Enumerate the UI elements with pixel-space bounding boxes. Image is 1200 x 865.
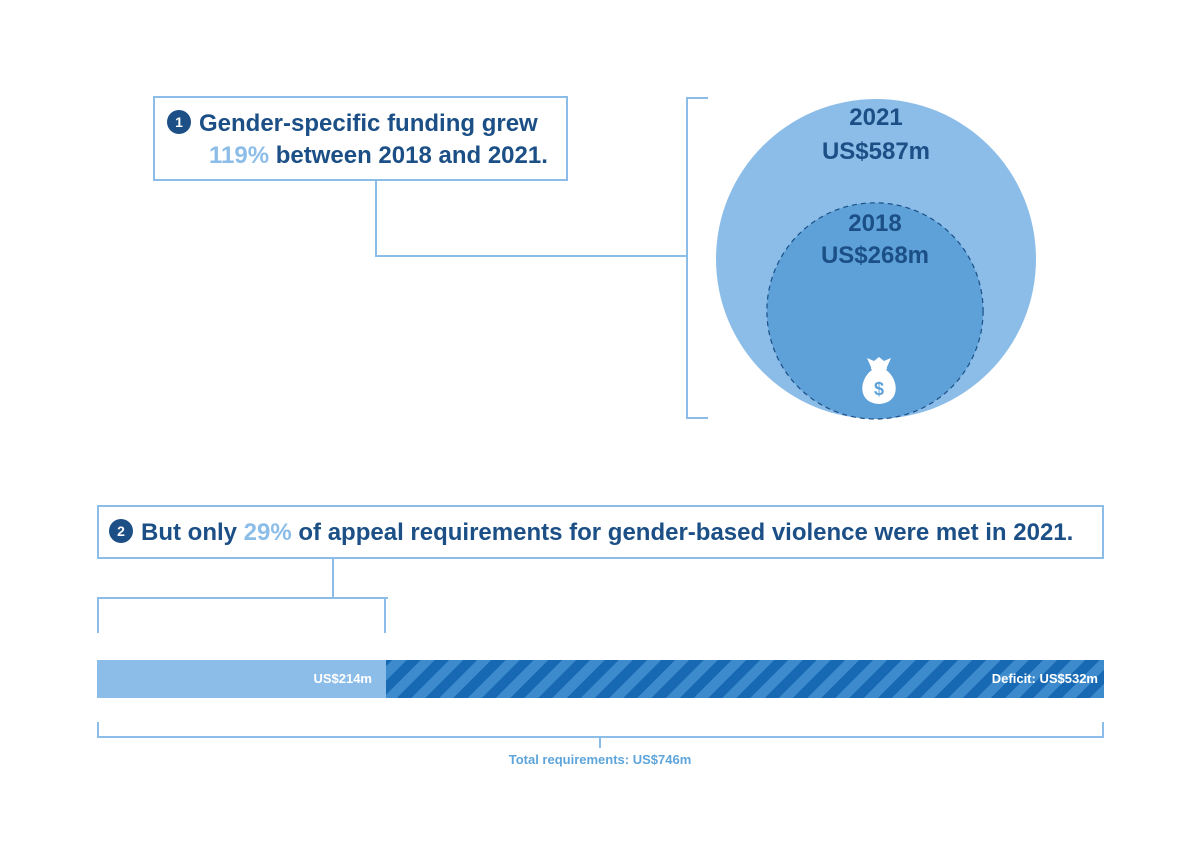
deficit-segment: [386, 660, 1104, 698]
funded-bracket-left: [97, 597, 99, 633]
callout-1-line-1: 1 Gender-specific funding grew: [167, 108, 566, 140]
connector-vertical-1: [375, 181, 377, 257]
funded-label: US$214m: [313, 671, 372, 686]
connector-horizontal-1: [375, 255, 688, 257]
met-percent: 29%: [243, 519, 292, 546]
connector-vertical-2: [332, 559, 334, 599]
callout-1-line-2: 119% between 2018 and 2021.: [167, 140, 566, 172]
bracket-bottom: [686, 417, 708, 419]
total-bracket-tick: [599, 736, 601, 748]
bubble-2018-value: US$268m: [820, 242, 930, 269]
bracket-top: [686, 97, 708, 99]
step-2-badge: 2: [109, 518, 133, 543]
funded-bracket-right: [384, 597, 386, 633]
funded-segment: [97, 660, 386, 698]
callout-2-suffix: of appeal requirements for gender-based …: [298, 519, 1074, 546]
step-1-badge: 1: [167, 109, 191, 134]
callout-1-text-1: Gender-specific funding grew: [199, 110, 538, 137]
bracket-vertical: [686, 97, 688, 419]
bubble-2021-year: 2021: [849, 104, 903, 131]
callout-1-text-2: between 2018 and 2021.: [275, 142, 548, 169]
requirements-bar: US$214m Deficit: US$532m: [97, 660, 1104, 698]
callout-2-prefix: But only: [141, 519, 237, 546]
svg-text:$: $: [874, 379, 884, 399]
funded-bracket-top: [97, 597, 388, 599]
growth-percent: 119%: [209, 142, 270, 169]
deficit-label: Deficit: US$532m: [991, 671, 1098, 686]
callout-funding-growth: 1 Gender-specific funding grew 119% betwe…: [153, 96, 568, 181]
bubble-2021-value: US$587m: [821, 138, 931, 165]
money-bag-icon: $: [862, 357, 896, 404]
bubble-2018: [766, 202, 984, 420]
callout-appeal-requirements: 2 But only 29% of appeal requirements for…: [97, 505, 1104, 559]
total-bracket-right: [1102, 722, 1104, 738]
total-requirements-label: Total requirements: US$746m: [508, 752, 692, 767]
bubble-2018-year: 2018: [848, 210, 902, 237]
total-bracket-left: [97, 722, 99, 738]
